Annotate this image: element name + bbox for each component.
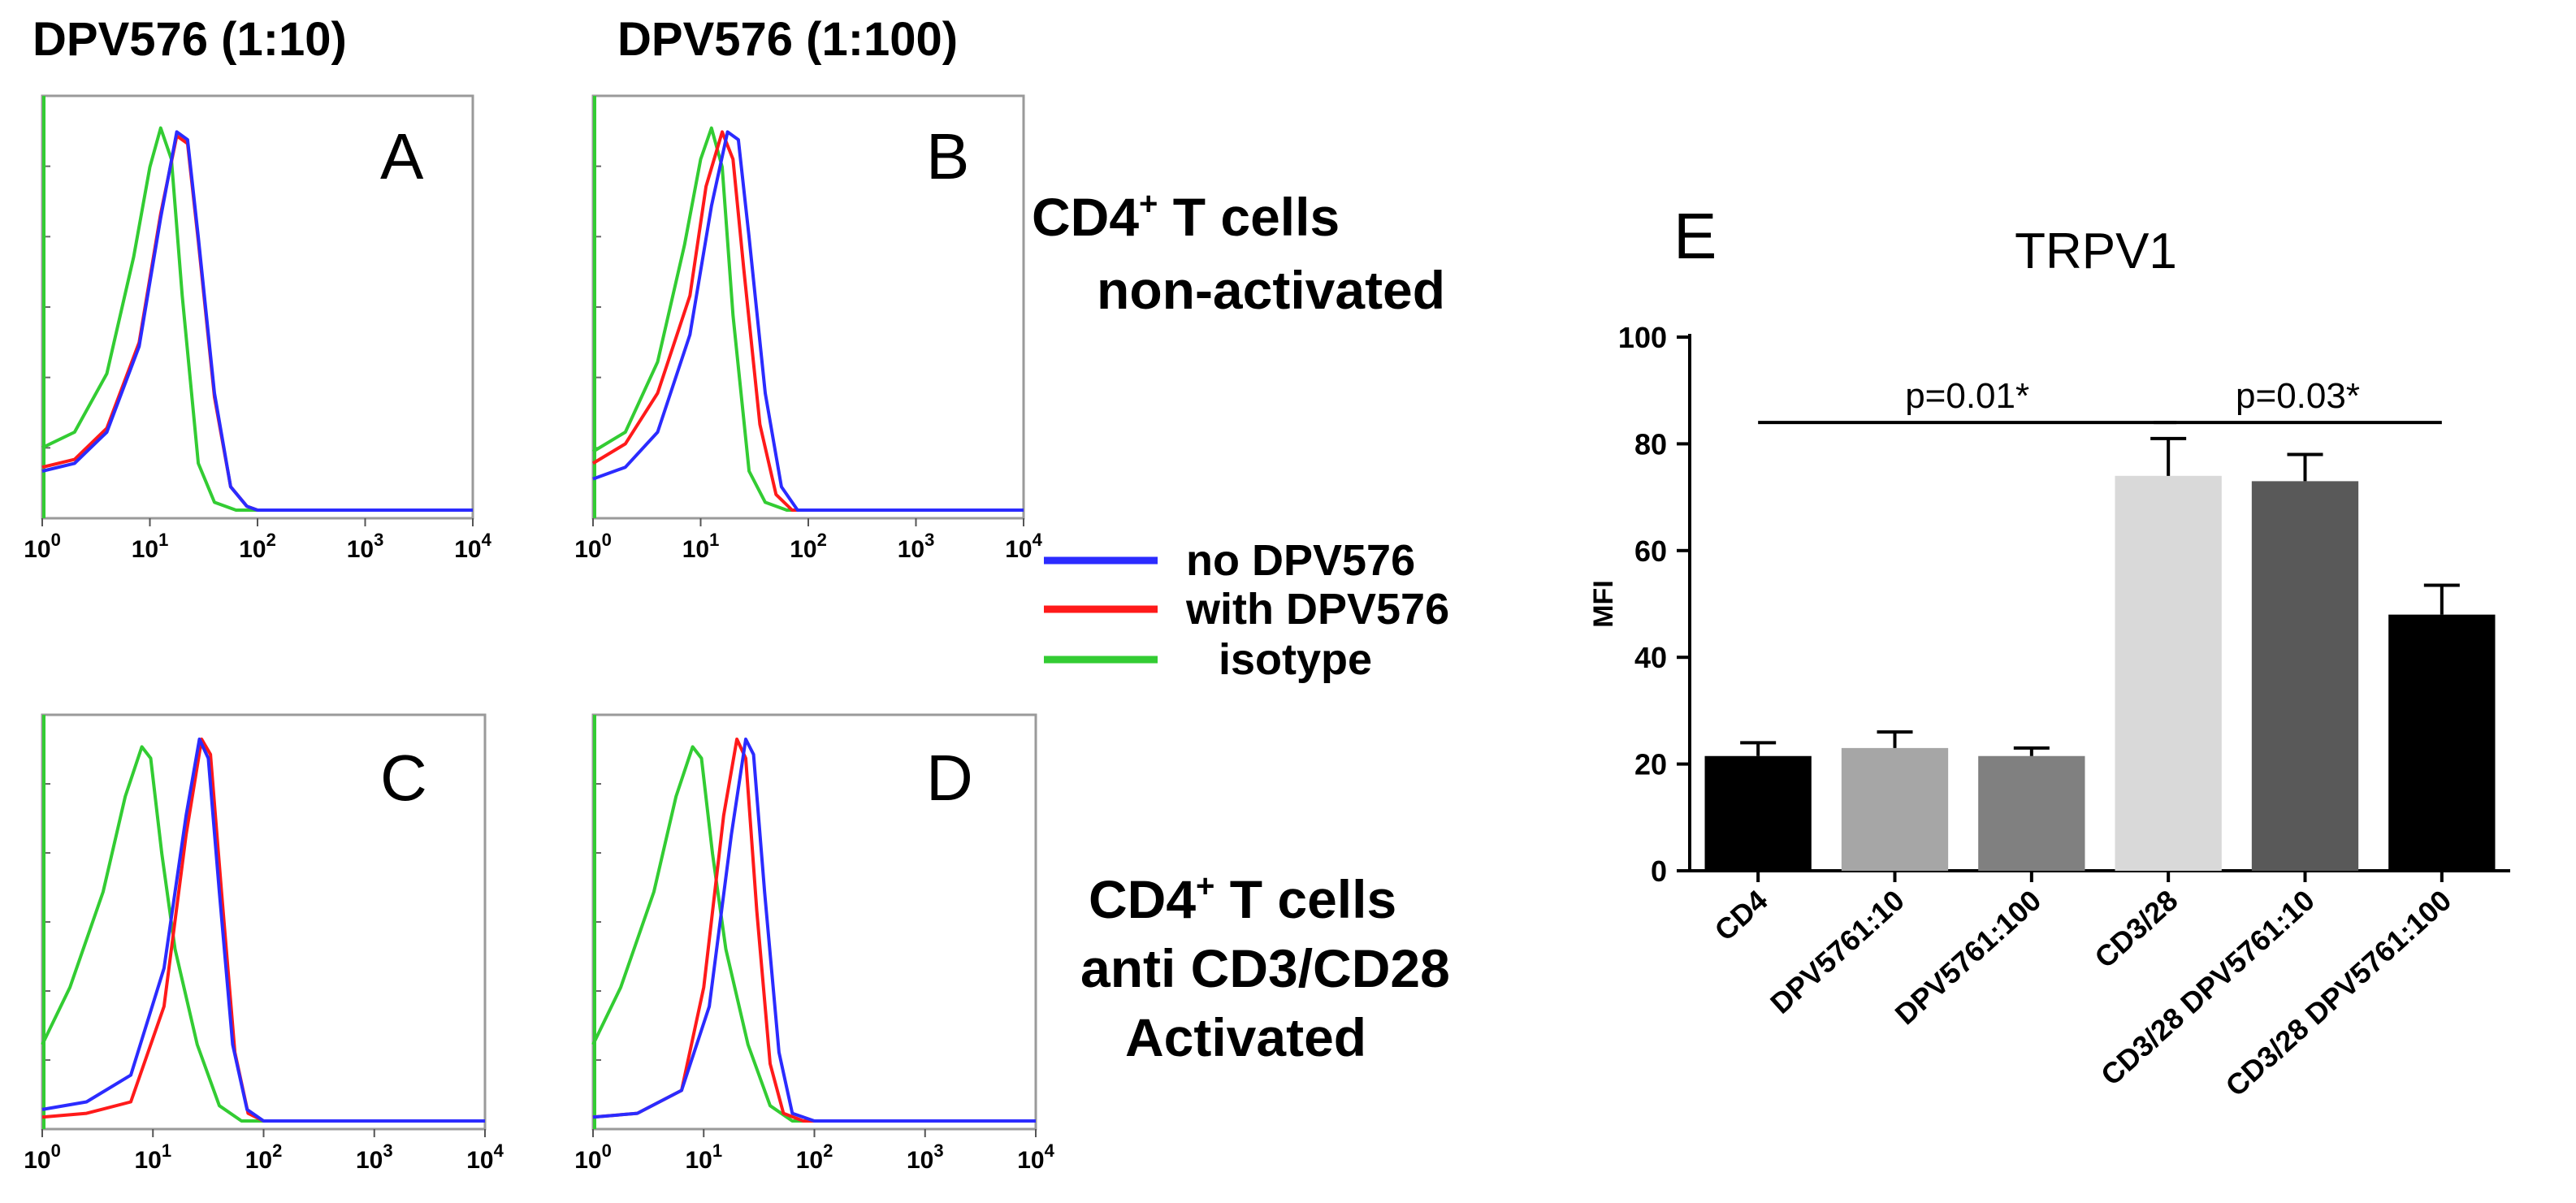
panel-letter-d: D bbox=[926, 742, 973, 814]
panel-letter-e: E bbox=[1673, 200, 1717, 272]
x-tick-label-d: 100 bbox=[574, 1140, 612, 1174]
x-tick-label-a: 104 bbox=[454, 530, 491, 563]
histogram-series-isotype-a bbox=[41, 126, 473, 512]
x-tick-label-a: 102 bbox=[239, 530, 276, 563]
x-tick-label-b: 103 bbox=[898, 530, 935, 563]
x-tick-label-b: 101 bbox=[682, 530, 720, 563]
legend-label-isotype: isotype bbox=[1219, 635, 1372, 684]
bar-y-tick-label: 0 bbox=[1651, 855, 1667, 888]
bar-category-label: CD4 bbox=[1708, 883, 1774, 947]
bar-y-tick-label: 80 bbox=[1634, 427, 1667, 461]
histogram-series-no-dpv576-b bbox=[592, 130, 1024, 512]
histogram-panel-d: D 100 101 102 103 104 bbox=[574, 713, 1055, 1174]
x-tick-label-b: 100 bbox=[574, 530, 612, 563]
x-tick-label-b: 102 bbox=[790, 530, 827, 563]
bar-category-label: CD3/28 bbox=[2088, 883, 2184, 974]
histogram-series-no-dpv576-a bbox=[41, 130, 473, 512]
histogram-panel-c: C 100 101 102 103 104 bbox=[24, 713, 504, 1174]
histogram-series-isotype-d bbox=[591, 745, 1036, 1123]
legend: no DPV576 with DPV576 isotype bbox=[1044, 536, 1449, 684]
significance-label: p=0.03* bbox=[2236, 376, 2360, 416]
x-tick-label-a: 101 bbox=[132, 530, 169, 563]
histogram-panel-b: B 100 101 102 103 104 bbox=[574, 94, 1043, 563]
bar-cd3-28-dpv5761-10 bbox=[2251, 481, 2359, 871]
bar-y-tick-label: 100 bbox=[1618, 321, 1667, 354]
x-tick-label-d: 104 bbox=[1017, 1140, 1054, 1174]
label-activated-line2: anti CD3/CD28 bbox=[1080, 938, 1450, 998]
bar-category-label: DPV5761:100 bbox=[1889, 883, 2048, 1031]
x-tick-label-a: 100 bbox=[24, 530, 61, 563]
x-tick-label-d: 103 bbox=[907, 1140, 944, 1174]
histogram-series-with-dpv576-c bbox=[41, 738, 485, 1123]
bar-cd3-28-dpv5761-100 bbox=[2388, 614, 2496, 871]
x-tick-label-d: 101 bbox=[685, 1140, 722, 1174]
bar-y-tick-label: 40 bbox=[1634, 641, 1667, 674]
legend-label-with-dpv576: with DPV576 bbox=[1185, 585, 1449, 634]
label-nonactivated-line2: non-activated bbox=[1097, 260, 1445, 320]
significance-label: p=0.01* bbox=[1905, 376, 2029, 416]
x-tick-label-c: 104 bbox=[466, 1140, 504, 1174]
bar-category-label: DPV5761:10 bbox=[1764, 883, 1911, 1019]
bar-chart-title: TRPV1 bbox=[2015, 223, 2177, 279]
bar-y-tick-label: 60 bbox=[1634, 534, 1667, 568]
x-tick-label-b: 104 bbox=[1005, 530, 1042, 563]
x-tick-label-c: 103 bbox=[356, 1140, 393, 1174]
x-tick-label-a: 103 bbox=[347, 530, 384, 563]
bar-category-label: CD3/28 DPV5761:100 bbox=[2219, 883, 2458, 1102]
legend-label-no-dpv576: no DPV576 bbox=[1186, 536, 1415, 585]
bar-dpv5761-10 bbox=[1841, 747, 1949, 871]
bar-dpv5761-100 bbox=[1978, 755, 2085, 871]
label-nonactivated-line1: CD4+ T cells bbox=[1032, 186, 1340, 247]
x-tick-label-c: 101 bbox=[134, 1140, 171, 1174]
histogram-series-no-dpv576-d bbox=[592, 738, 1036, 1123]
x-tick-label-c: 102 bbox=[245, 1140, 283, 1174]
histogram-series-with-dpv576-b bbox=[591, 130, 1024, 512]
panel-letter-a: A bbox=[380, 120, 424, 193]
bar-chart-trpv1: E TRPV1 0 20 40 60 80 100 MFI CD4DPV5761:10DPV576… bbox=[1588, 200, 2510, 1103]
bar-cd4 bbox=[1704, 755, 1812, 871]
panel-letter-b: B bbox=[926, 120, 969, 193]
label-activated-line3: Activated bbox=[1125, 1007, 1366, 1067]
histogram-series-isotype-c bbox=[41, 745, 485, 1123]
header-dpv-1-10: DPV576 (1:10) bbox=[32, 13, 347, 66]
panel-letter-c: C bbox=[380, 742, 427, 814]
header-dpv-1-100: DPV576 (1:100) bbox=[617, 13, 958, 66]
histogram-panel-a: A 100 101 102 103 104 bbox=[24, 94, 492, 563]
x-tick-label-d: 102 bbox=[796, 1140, 833, 1174]
bar-cd3-28 bbox=[2115, 475, 2222, 871]
x-tick-label-c: 100 bbox=[24, 1140, 61, 1174]
bar-y-tick-label: 20 bbox=[1634, 748, 1667, 781]
label-activated-line1: CD4+ T cells bbox=[1089, 868, 1396, 929]
bar-y-label: MFI bbox=[1588, 580, 1619, 628]
histogram-series-no-dpv576-c bbox=[41, 738, 485, 1123]
